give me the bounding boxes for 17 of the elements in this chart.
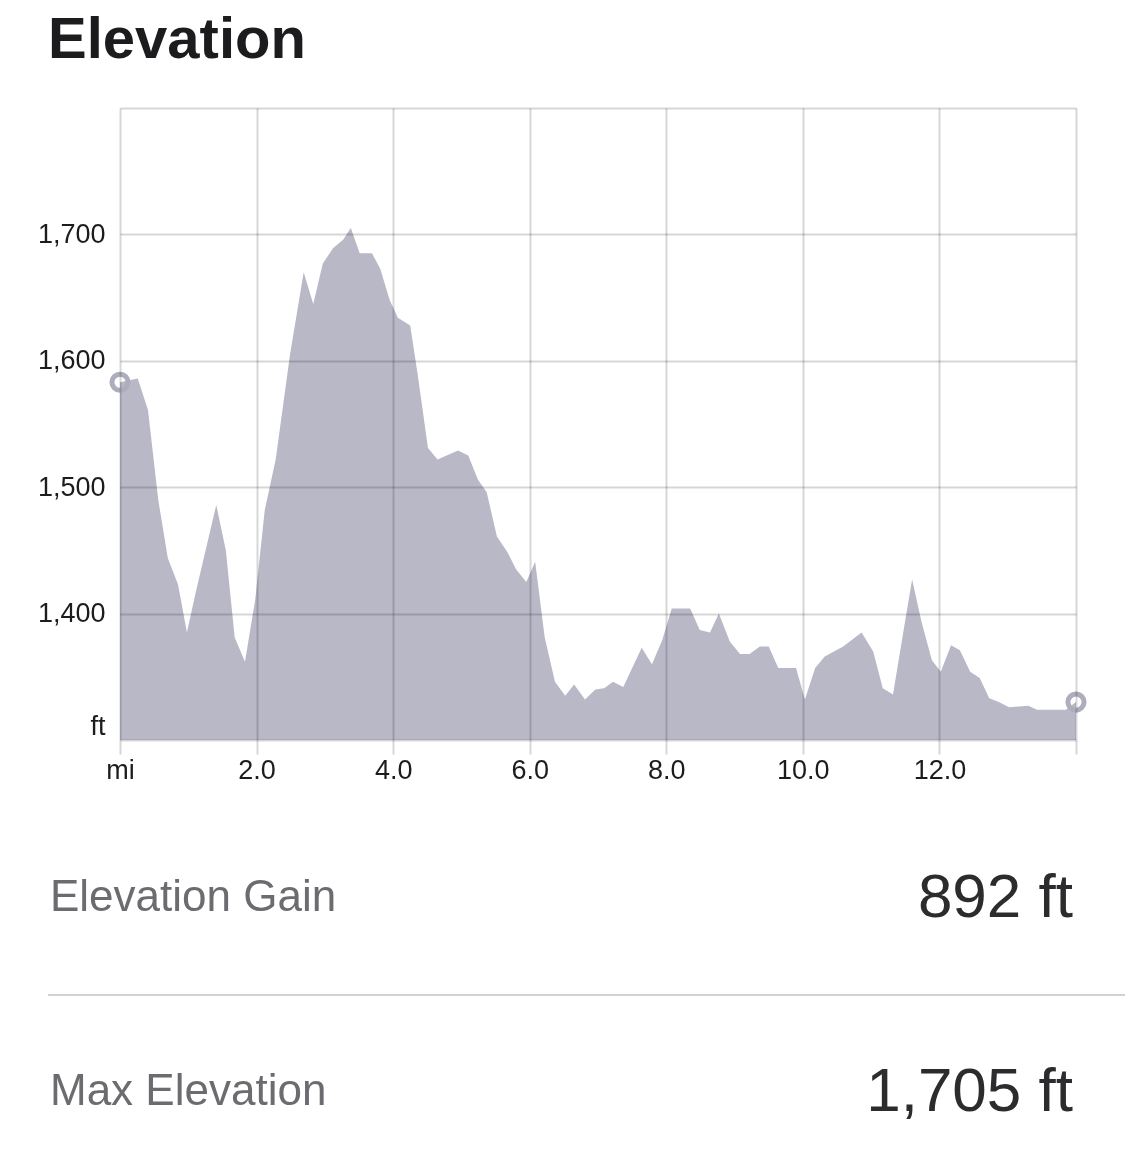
text: Max Elevation: [50, 1065, 327, 1114]
x-tick-label: 10.0: [777, 754, 830, 785]
y-tick-label: ft: [90, 710, 106, 741]
y-tick-label: 1,500: [37, 471, 106, 502]
x-tick-label: 12.0: [913, 754, 967, 785]
text: Elevation Gain: [50, 871, 337, 920]
x-tick-label: 2.0: [238, 754, 276, 785]
text: 1,705 ft: [866, 1055, 1073, 1124]
y-tick-label: 1,700: [37, 218, 106, 249]
y-tick-label: 1,400: [37, 598, 106, 629]
x-tick-label: 8.0: [648, 754, 686, 785]
y-tick-label: 1,600: [37, 345, 106, 376]
x-tick-label: mi: [106, 754, 135, 785]
text: 892 ft: [917, 861, 1073, 930]
chart-title: Elevation: [48, 5, 306, 70]
x-tick-label: 4.0: [374, 754, 413, 785]
x-tick-label: 6.0: [511, 754, 549, 785]
